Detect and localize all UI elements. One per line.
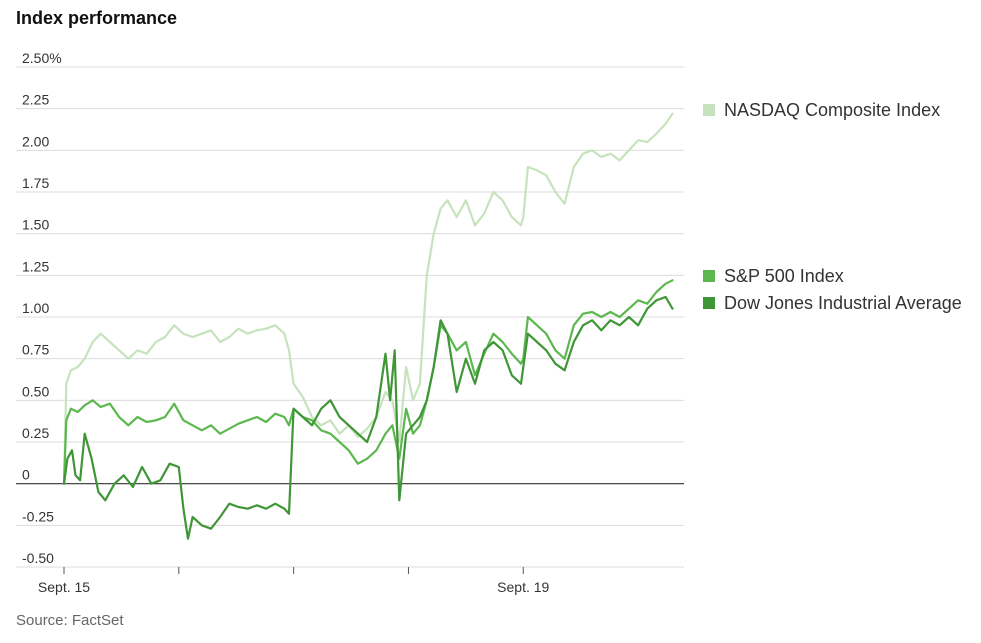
chart-title: Index performance [16, 8, 178, 28]
series-lines [62, 112, 674, 540]
series-line-2 [62, 295, 674, 540]
y-tick-label-7: 0.75 [22, 342, 49, 358]
y-tick-label-3: 1.75 [22, 175, 49, 191]
legend-swatch-1 [703, 270, 715, 282]
y-tick-label-12: -0.50 [22, 550, 54, 566]
legend-label-1: S&P 500 Index [724, 266, 844, 286]
y-tick-label-11: -0.25 [22, 508, 54, 524]
series-line-0 [62, 112, 674, 485]
legend-swatch-0 [703, 104, 715, 116]
source-note: Source: FactSet [16, 612, 124, 629]
x-tick-label-0: Sept. 15 [38, 579, 90, 595]
y-tick-label-10: 0 [22, 467, 30, 483]
grid [16, 66, 684, 568]
y-tick-label-9: 0.25 [22, 425, 49, 441]
legend-label-2: Dow Jones Industrial Average [724, 293, 962, 313]
y-tick-label-5: 1.25 [22, 258, 49, 274]
x-tick-label-4: Sept. 19 [497, 579, 549, 595]
y-tick-label-0: 2.50% [22, 50, 62, 66]
x-axis-ticks: Sept. 15 Sept. 19 [38, 567, 550, 595]
series-line-1 [62, 279, 674, 485]
y-tick-label-8: 0.50 [22, 383, 49, 399]
y-tick-label-4: 1.50 [22, 217, 49, 233]
legend: NASDAQ Composite Index S&P 500 Index Dow J… [703, 100, 962, 313]
y-tick-label-1: 2.25 [22, 92, 49, 108]
y-tick-label-2: 2.00 [22, 133, 49, 149]
y-axis-ticks: 2.50% 2.25 2.00 1.75 1.50 1.25 1.00 0.75 0.50 0.2… [22, 50, 62, 566]
y-tick-label-6: 1.00 [22, 300, 49, 316]
legend-swatch-2 [703, 297, 715, 309]
legend-label-0: NASDAQ Composite Index [724, 100, 940, 120]
